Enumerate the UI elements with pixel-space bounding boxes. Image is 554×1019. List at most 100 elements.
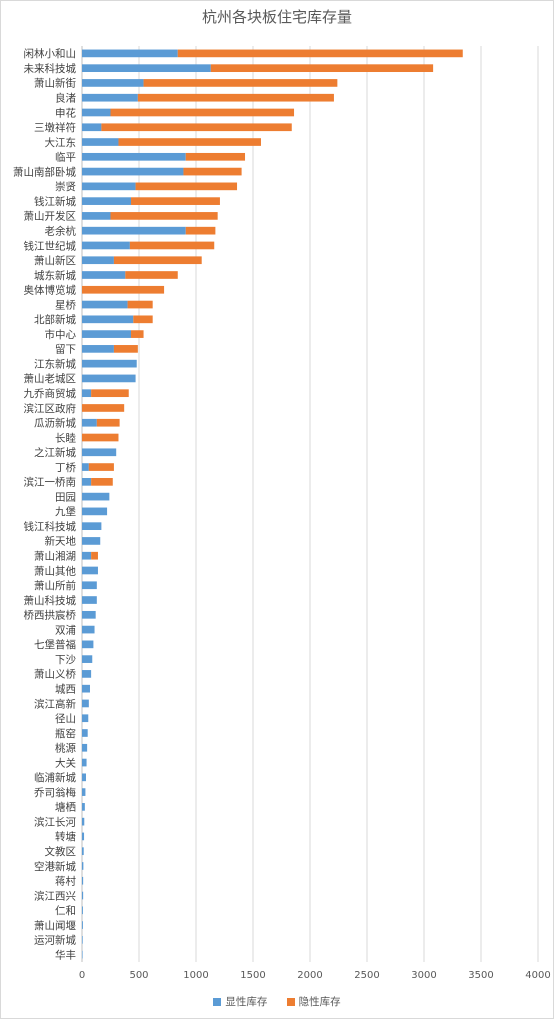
bar-hidden-3 [137,93,334,102]
bar-hidden-6 [118,138,261,146]
bar-visible-39 [82,625,95,634]
category-label: 城西 [55,683,76,695]
bar-visible-55 [82,862,84,870]
bar-visible-56 [82,876,84,885]
bar-visible-2 [82,79,144,87]
bar-hidden-26 [82,433,119,442]
bar-hidden-7 [185,152,246,161]
category-label: 奥体博览城 [24,284,77,297]
bar-hidden-20 [113,345,138,353]
category-label: 之江新城 [34,446,76,459]
category-label: 闲林小和山 [24,47,77,60]
category-label: 萧山新区 [34,254,76,267]
x-tick-label: 0 [79,970,85,981]
bar-hidden-17 [127,300,153,309]
bar-visible-32 [82,522,102,531]
category-label: 长睦 [55,431,76,444]
category-label: 田园 [55,491,76,503]
bar-visible-14 [82,256,114,265]
category-label: 空港新城 [34,860,76,873]
bar-visible-23 [82,389,92,398]
category-label: 瓶窑 [55,727,76,740]
bar-hidden-28 [88,463,114,471]
bar-visible-11 [82,212,111,220]
category-label: 北部新城 [34,313,76,326]
category-label: 蒋村 [55,875,76,888]
category-label: 钱江科技城 [24,520,77,533]
bar-visible-57 [82,891,84,900]
bar-visible-0 [82,49,178,58]
legend-item-visible: 显性库存 [213,994,267,1009]
category-label: 城东新城 [34,269,76,282]
bar-visible-61 [82,950,83,959]
bar-visible-60 [82,935,83,944]
bar-hidden-14 [113,256,202,265]
category-label: 滨江长河 [34,815,76,828]
x-tick-label: 3000 [411,970,436,981]
category-label: 萧山老城区 [24,372,77,385]
bar-visible-19 [82,330,132,338]
category-label: 塘栖 [55,801,76,814]
category-label: 大江东 [45,136,77,149]
category-label: 江东新城 [34,357,76,370]
bar-hidden-11 [110,212,218,220]
chart-legend: 显性库存 隐性库存 [0,994,554,1009]
bar-visible-52 [82,817,85,826]
category-label: 大关 [55,756,76,769]
bar-visible-10 [82,197,132,205]
bar-visible-47 [82,743,88,752]
category-label: 萧山开发区 [24,210,77,223]
legend-item-hidden: 隐性库存 [286,994,341,1009]
bar-visible-53 [82,832,85,841]
category-label: 华丰 [55,948,76,961]
legend-label-visible: 显性库存 [225,996,268,1008]
category-label: 萧山南部卧城 [13,165,76,178]
category-label: 萧山新街 [34,77,76,90]
x-tick-label: 4000 [525,970,550,981]
category-label: 留下 [55,343,76,356]
bar-hidden-12 [185,226,216,235]
category-label: 萧山其他 [34,564,76,577]
bar-hidden-15 [125,271,178,279]
category-label: 申花 [55,106,76,119]
bar-visible-50 [82,788,86,796]
category-label: 双浦 [55,623,76,636]
bar-visible-1 [82,64,211,73]
category-label: 九堡 [55,505,76,518]
bar-visible-29 [82,477,92,486]
bar-visible-7 [82,152,186,161]
bar-visible-58 [82,906,83,915]
category-label: 径山 [55,712,76,725]
bar-hidden-0 [177,49,463,58]
bar-visible-36 [82,581,97,590]
bar-visible-49 [82,773,86,782]
bar-visible-8 [82,167,184,176]
category-label: 三墩祥符 [34,121,76,134]
x-tick-label: 500 [129,970,148,981]
bar-visible-12 [82,226,186,235]
category-label: 滨江区政府 [24,402,77,415]
category-label: 萧山闻堰 [34,919,76,932]
bar-visible-15 [82,271,126,279]
bar-visible-38 [82,610,96,619]
category-label: 转塘 [55,830,76,843]
category-label: 仁和 [55,905,76,917]
category-label: 钱江世纪城 [24,239,77,252]
bar-visible-59 [82,921,83,929]
bar-visible-35 [82,566,98,575]
category-label: 下沙 [55,654,76,666]
bar-visible-21 [82,359,137,368]
bar-visible-46 [82,729,88,737]
bar-visible-43 [82,684,90,693]
category-label: 滨江一桥南 [24,476,77,489]
bar-visible-34 [82,551,92,560]
legend-swatch-visible [213,997,222,1006]
bar-hidden-19 [131,330,144,338]
bar-visible-9 [82,182,136,191]
bar-visible-51 [82,803,85,811]
bar-hidden-10 [131,197,220,205]
category-label: 滨江高新 [34,697,76,710]
category-label: 未来科技城 [24,62,77,75]
bar-visible-37 [82,596,97,604]
category-label: 文教区 [45,845,77,858]
